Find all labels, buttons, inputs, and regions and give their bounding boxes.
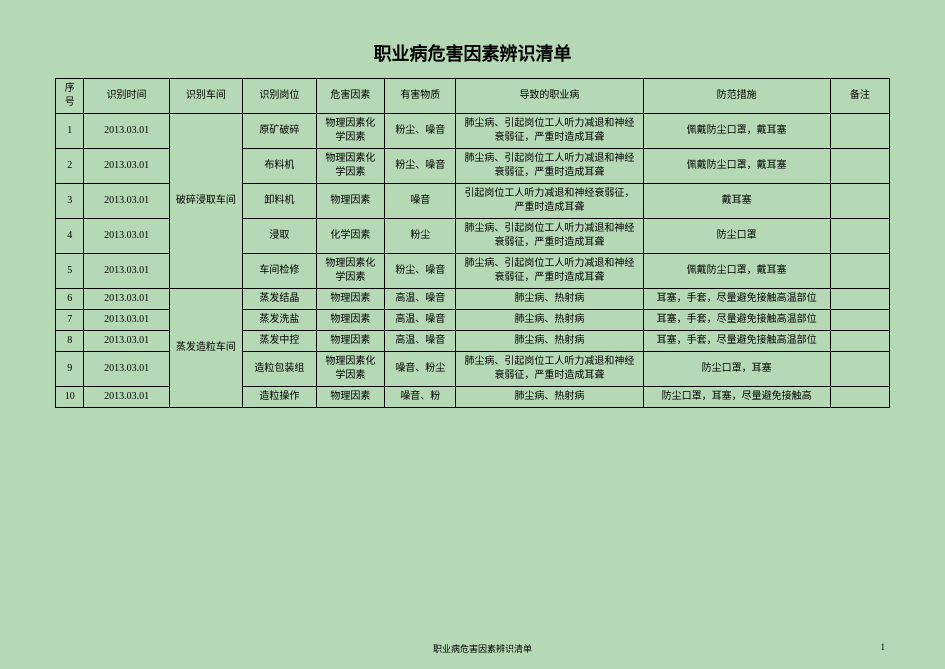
cell-disease: 肺尘病、热射病 (456, 387, 643, 408)
cell-time: 2013.03.01 (84, 310, 169, 331)
cell-substance: 噪音 (385, 184, 456, 219)
cell-disease: 肺尘病、引起岗位工人听力减退和神经衰弱征，严重时造成耳聋 (456, 352, 643, 387)
cell-workshop: 破碎浸取车间 (169, 114, 242, 289)
cell-hazard: 物理因素 (316, 310, 385, 331)
col-time: 识别时间 (84, 79, 169, 114)
cell-post: 造粒包装组 (243, 352, 316, 387)
cell-substance: 粉尘、噪音 (385, 254, 456, 289)
cell-hazard: 物理因素化学因素 (316, 114, 385, 149)
cell-measure: 耳塞，手套，尽量避免接触高温部位 (643, 289, 830, 310)
cell-post: 造粒操作 (243, 387, 316, 408)
cell-seq: 6 (56, 289, 84, 310)
cell-hazard: 物理因素化学因素 (316, 254, 385, 289)
cell-seq: 7 (56, 310, 84, 331)
cell-hazard: 物理因素 (316, 387, 385, 408)
cell-seq: 4 (56, 219, 84, 254)
cell-disease: 肺尘病、热射病 (456, 310, 643, 331)
cell-substance: 高温、噪音 (385, 310, 456, 331)
cell-seq: 8 (56, 331, 84, 352)
cell-remark (830, 114, 889, 149)
cell-seq: 1 (56, 114, 84, 149)
cell-measure: 佩戴防尘口罩，戴耳塞 (643, 149, 830, 184)
cell-time: 2013.03.01 (84, 331, 169, 352)
cell-measure: 佩戴防尘口罩，戴耳塞 (643, 114, 830, 149)
cell-measure: 防尘口罩 (643, 219, 830, 254)
cell-seq: 10 (56, 387, 84, 408)
cell-remark (830, 331, 889, 352)
cell-measure: 佩戴防尘口罩，戴耳塞 (643, 254, 830, 289)
cell-disease: 引起岗位工人听力减退和神经衰弱征，严重时造成耳聋 (456, 184, 643, 219)
cell-remark (830, 310, 889, 331)
cell-measure: 防尘口罩，耳塞，尽量避免接触高 (643, 387, 830, 408)
cell-remark (830, 352, 889, 387)
cell-time: 2013.03.01 (84, 289, 169, 310)
cell-time: 2013.03.01 (84, 114, 169, 149)
table-row: 6 2013.03.01 蒸发造粒车间 蒸发结晶 物理因素 高温、噪音 肺尘病、… (56, 289, 890, 310)
cell-time: 2013.03.01 (84, 149, 169, 184)
cell-remark (830, 387, 889, 408)
cell-post: 蒸发中控 (243, 331, 316, 352)
col-disease: 导致的职业病 (456, 79, 643, 114)
page-title: 职业病危害因素辨识清单 (55, 40, 890, 66)
cell-post: 卸料机 (243, 184, 316, 219)
cell-disease: 肺尘病、热射病 (456, 289, 643, 310)
cell-post: 浸取 (243, 219, 316, 254)
cell-time: 2013.03.01 (84, 254, 169, 289)
cell-substance: 噪音、粉 (385, 387, 456, 408)
col-substance: 有害物质 (385, 79, 456, 114)
cell-substance: 粉尘 (385, 219, 456, 254)
cell-seq: 2 (56, 149, 84, 184)
cell-hazard: 化学因素 (316, 219, 385, 254)
cell-measure: 耳塞，手套，尽量避免接触高温部位 (643, 331, 830, 352)
cell-post: 蒸发结晶 (243, 289, 316, 310)
cell-disease: 肺尘病、引起岗位工人听力减退和神经衰弱征，严重时造成耳聋 (456, 114, 643, 149)
cell-hazard: 物理因素 (316, 331, 385, 352)
cell-substance: 高温、噪音 (385, 289, 456, 310)
cell-time: 2013.03.01 (84, 387, 169, 408)
col-remark: 备注 (830, 79, 889, 114)
cell-remark (830, 184, 889, 219)
cell-remark (830, 219, 889, 254)
cell-post: 布料机 (243, 149, 316, 184)
cell-substance: 噪音、粉尘 (385, 352, 456, 387)
cell-seq: 3 (56, 184, 84, 219)
cell-hazard: 物理因素化学因素 (316, 149, 385, 184)
cell-post: 车间检修 (243, 254, 316, 289)
cell-time: 2013.03.01 (84, 219, 169, 254)
cell-measure: 防尘口罩，耳塞 (643, 352, 830, 387)
cell-substance: 高温、噪音 (385, 331, 456, 352)
cell-disease: 肺尘病、引起岗位工人听力减退和神经衰弱征，严重时造成耳聋 (456, 149, 643, 184)
footer-page-number: 1 (845, 642, 885, 655)
cell-post: 蒸发洗盐 (243, 310, 316, 331)
cell-hazard: 物理因素 (316, 289, 385, 310)
cell-disease: 肺尘病、引起岗位工人听力减退和神经衰弱征，严重时造成耳聋 (456, 219, 643, 254)
cell-disease: 肺尘病、引起岗位工人听力减退和神经衰弱征，严重时造成耳聋 (456, 254, 643, 289)
cell-time: 2013.03.01 (84, 184, 169, 219)
page-footer: 职业病危害因素辨识清单 1 (0, 642, 945, 655)
hazard-table: 序号 识别时间 识别车间 识别岗位 危害因素 有害物质 导致的职业病 防范措施 … (55, 78, 890, 408)
cell-post: 原矿破碎 (243, 114, 316, 149)
table-header-row: 序号 识别时间 识别车间 识别岗位 危害因素 有害物质 导致的职业病 防范措施 … (56, 79, 890, 114)
cell-measure: 耳塞，手套，尽量避免接触高温部位 (643, 310, 830, 331)
cell-seq: 5 (56, 254, 84, 289)
cell-time: 2013.03.01 (84, 352, 169, 387)
cell-disease: 肺尘病、热射病 (456, 331, 643, 352)
col-workshop: 识别车间 (169, 79, 242, 114)
cell-remark (830, 149, 889, 184)
cell-seq: 9 (56, 352, 84, 387)
cell-remark (830, 254, 889, 289)
cell-hazard: 物理因素 (316, 184, 385, 219)
footer-text: 职业病危害因素辨识清单 (120, 642, 845, 655)
cell-substance: 粉尘、噪音 (385, 114, 456, 149)
cell-hazard: 物理因素化学因素 (316, 352, 385, 387)
col-post: 识别岗位 (243, 79, 316, 114)
cell-substance: 粉尘、噪音 (385, 149, 456, 184)
cell-measure: 戴耳塞 (643, 184, 830, 219)
table-row: 1 2013.03.01 破碎浸取车间 原矿破碎 物理因素化学因素 粉尘、噪音 … (56, 114, 890, 149)
col-hazard: 危害因素 (316, 79, 385, 114)
cell-remark (830, 289, 889, 310)
col-measure: 防范措施 (643, 79, 830, 114)
cell-workshop: 蒸发造粒车间 (169, 289, 242, 408)
col-seq: 序号 (56, 79, 84, 114)
